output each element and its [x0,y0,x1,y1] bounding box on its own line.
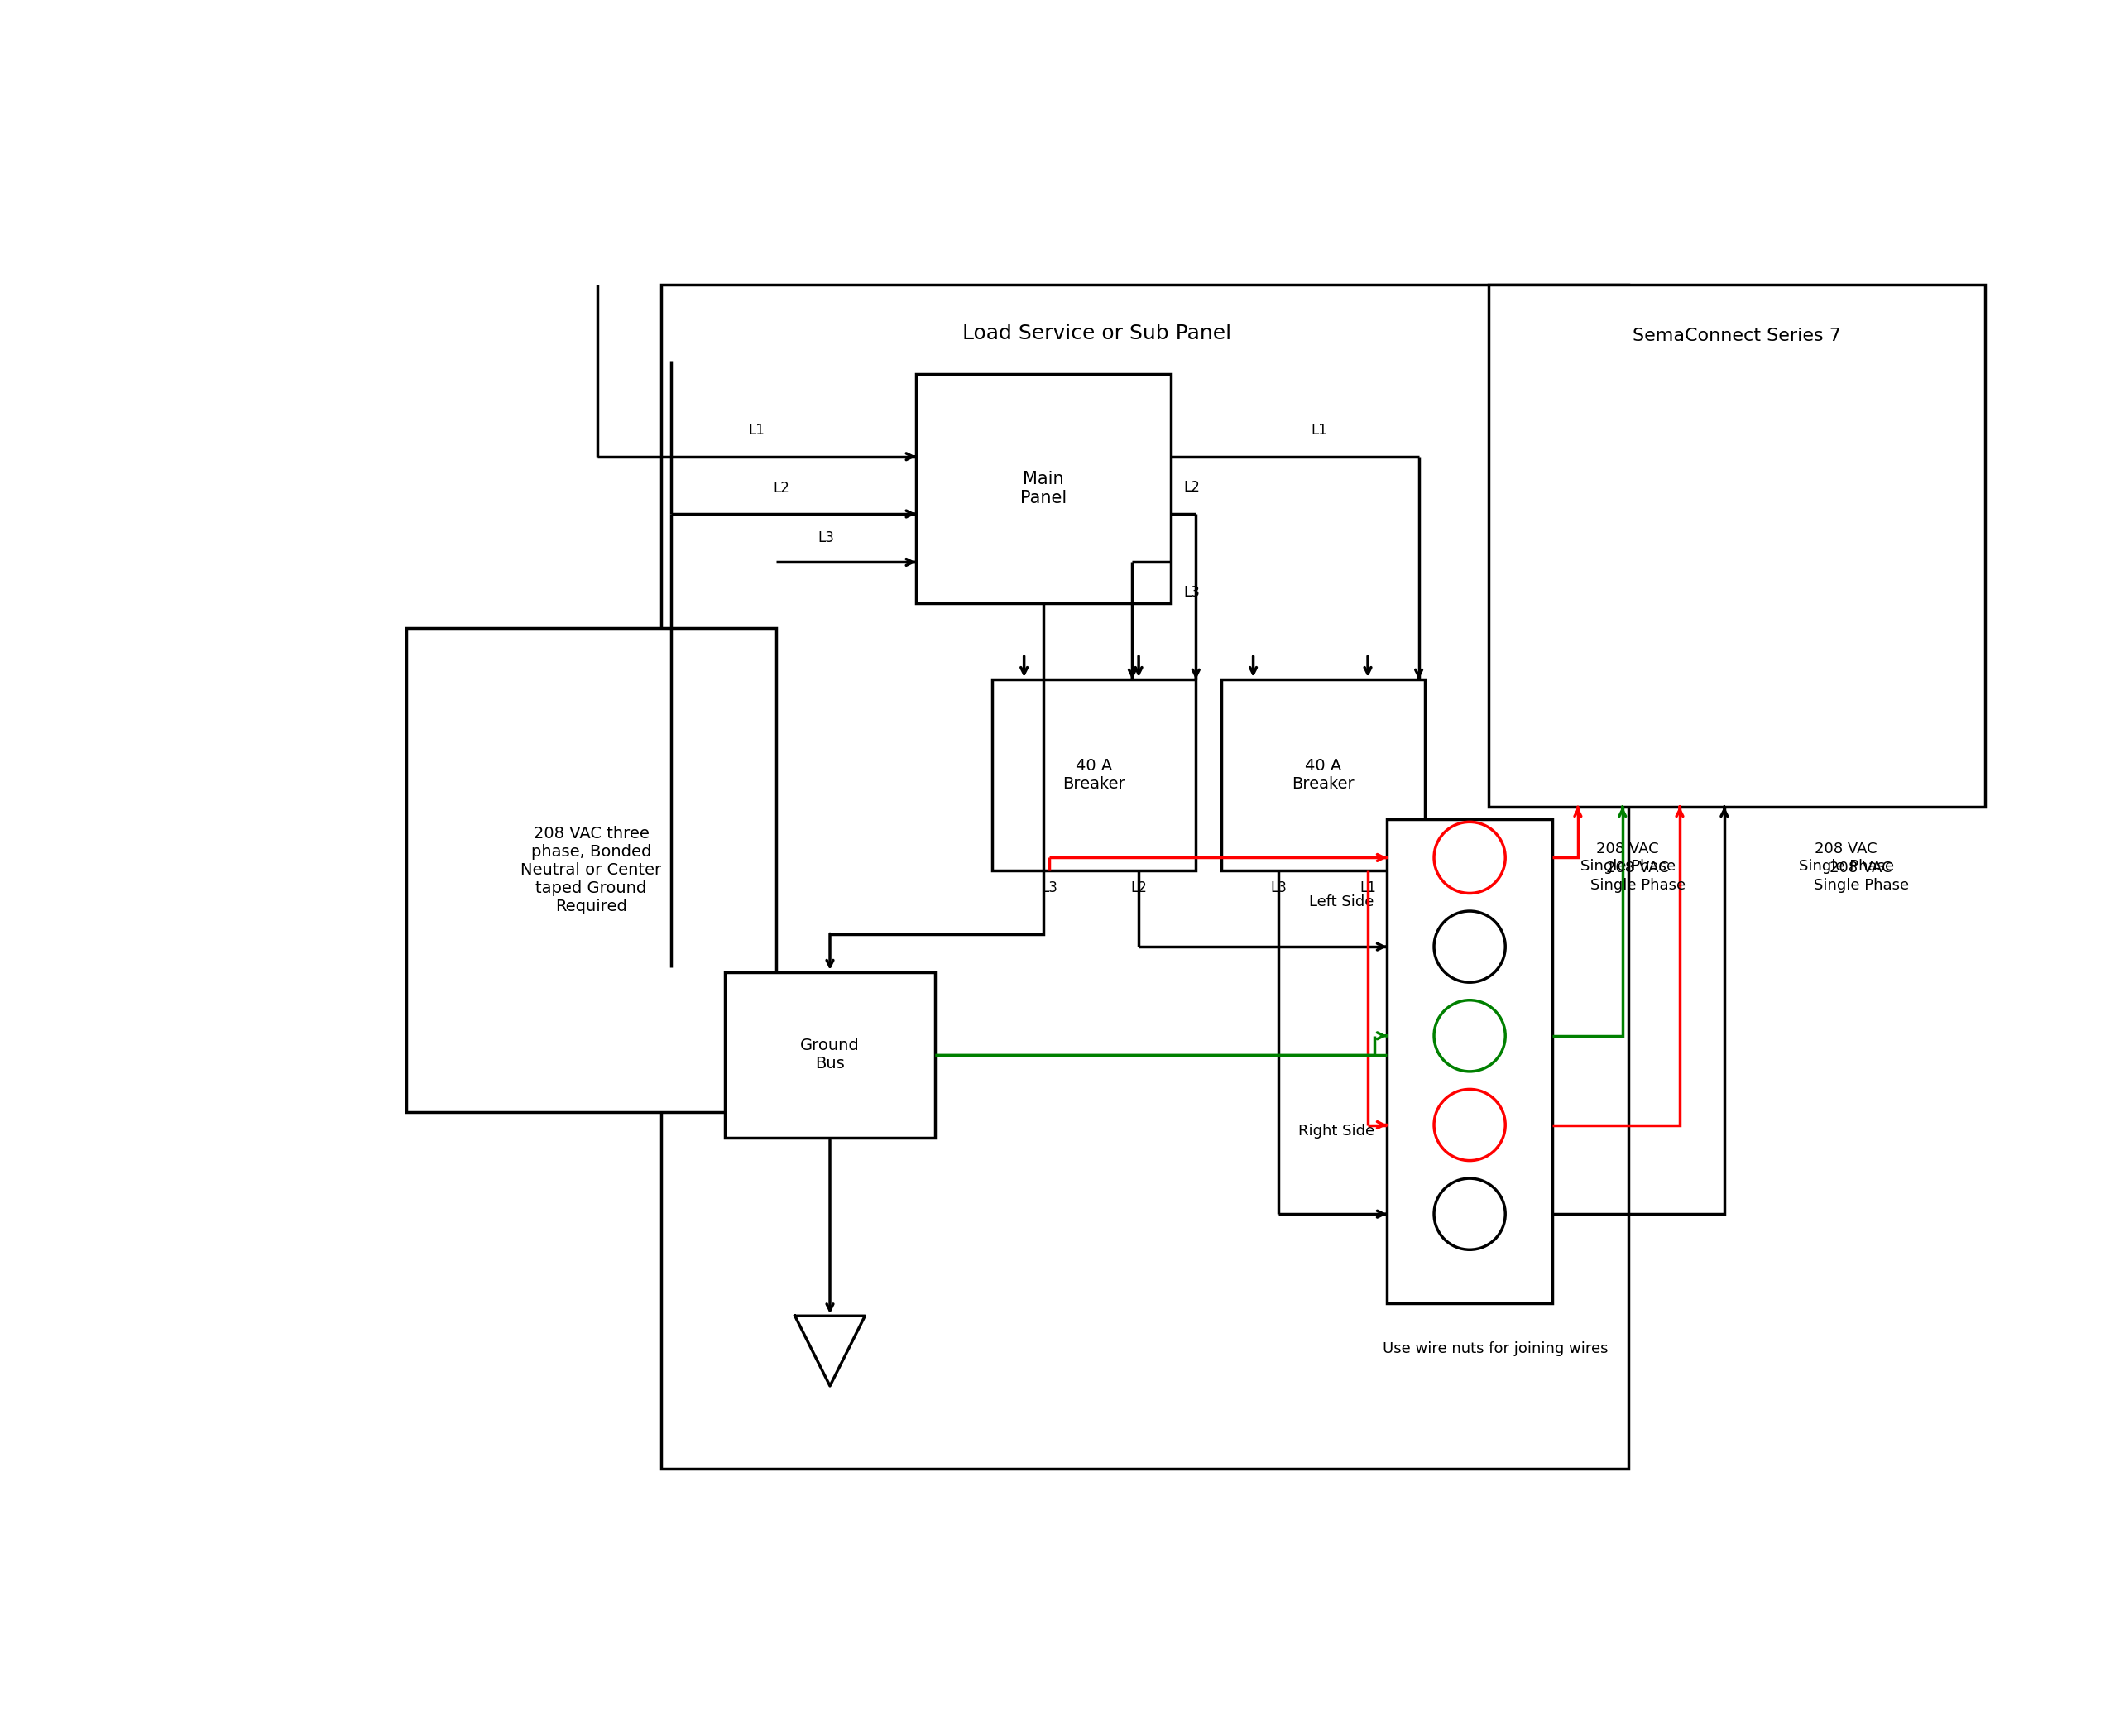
Text: L2: L2 [772,481,789,496]
Text: L3: L3 [1042,880,1057,896]
Bar [1386,819,1553,1304]
Text: L2: L2 [1131,880,1148,896]
Text: 208 VAC
Single Phase: 208 VAC Single Phase [1812,861,1910,892]
Text: L3: L3 [819,531,833,545]
Circle shape [1435,911,1504,983]
Text: Load Service or Sub Panel: Load Service or Sub Panel [962,323,1230,344]
Text: Main
Panel: Main Panel [1019,470,1066,507]
Bar [726,972,935,1137]
Text: 40 A
Breaker: 40 A Breaker [1291,759,1355,792]
Text: L1: L1 [749,422,766,437]
Bar [1490,285,1986,807]
Text: 208 VAC
Single Phase: 208 VAC Single Phase [1580,842,1675,873]
Text: L3: L3 [1270,880,1287,896]
Text: Left Side: Left Side [1310,894,1374,910]
Text: 208 VAC
Single Phase: 208 VAC Single Phase [1798,842,1895,873]
Bar [660,285,1629,1469]
Text: L1: L1 [1359,880,1376,896]
Circle shape [1435,1000,1504,1071]
Text: Use wire nuts for joining wires: Use wire nuts for joining wires [1382,1342,1608,1356]
Bar [407,628,776,1113]
Text: L3: L3 [1184,585,1201,601]
Bar [1222,679,1424,870]
Circle shape [1435,821,1504,894]
Text: Ground
Bus: Ground Bus [800,1038,859,1071]
Bar [992,679,1196,870]
Text: 208 VAC three
phase, Bonded
Neutral or Center
taped Ground
Required: 208 VAC three phase, Bonded Neutral or C… [521,826,663,915]
Circle shape [1435,1088,1504,1161]
Bar [916,373,1171,602]
Text: SemaConnect Series 7: SemaConnect Series 7 [1633,328,1842,344]
Text: 40 A
Breaker: 40 A Breaker [1063,759,1125,792]
Text: Right Side: Right Side [1298,1123,1374,1139]
Circle shape [1435,1179,1504,1250]
Text: L2: L2 [1184,479,1201,495]
Text: L1: L1 [1310,422,1327,437]
Text: 208 VAC
Single Phase: 208 VAC Single Phase [1591,861,1686,892]
